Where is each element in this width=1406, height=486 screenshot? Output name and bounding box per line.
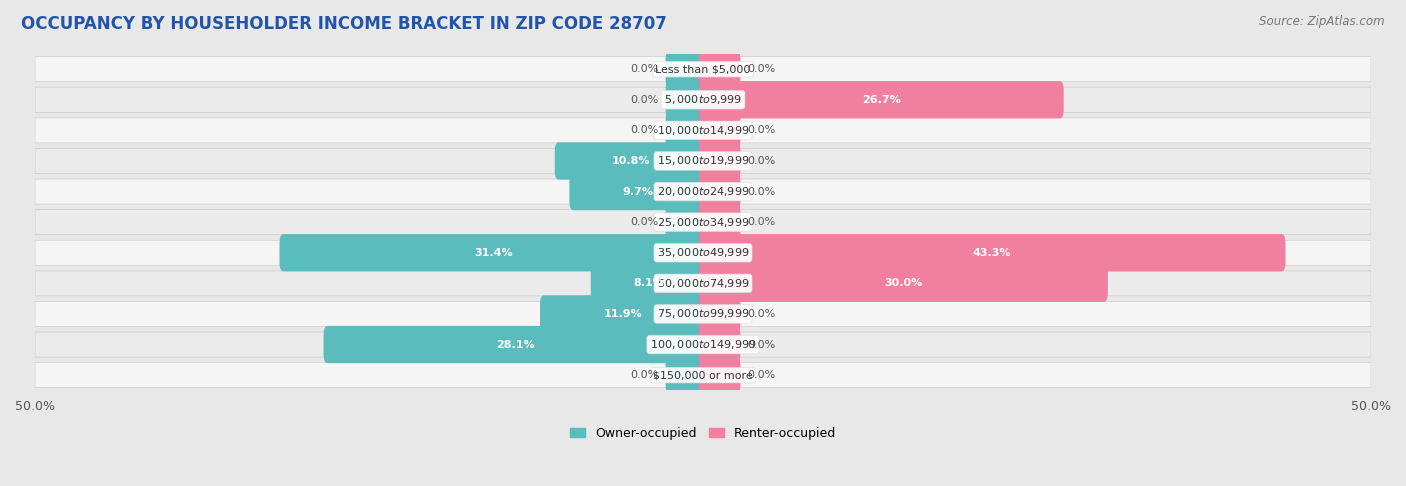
FancyBboxPatch shape bbox=[699, 357, 741, 394]
FancyBboxPatch shape bbox=[699, 142, 741, 180]
Text: 26.7%: 26.7% bbox=[862, 95, 901, 105]
FancyBboxPatch shape bbox=[35, 87, 1371, 112]
Text: $150,000 or more: $150,000 or more bbox=[654, 370, 752, 380]
FancyBboxPatch shape bbox=[35, 148, 1371, 174]
FancyBboxPatch shape bbox=[699, 234, 1285, 271]
Text: 0.0%: 0.0% bbox=[631, 64, 659, 74]
Text: 0.0%: 0.0% bbox=[631, 370, 659, 380]
Text: 11.9%: 11.9% bbox=[605, 309, 643, 319]
FancyBboxPatch shape bbox=[699, 326, 741, 363]
FancyBboxPatch shape bbox=[665, 51, 707, 88]
FancyBboxPatch shape bbox=[699, 173, 741, 210]
Text: 31.4%: 31.4% bbox=[474, 248, 513, 258]
FancyBboxPatch shape bbox=[35, 301, 1371, 327]
FancyBboxPatch shape bbox=[35, 240, 1371, 265]
FancyBboxPatch shape bbox=[35, 332, 1371, 357]
FancyBboxPatch shape bbox=[35, 57, 1371, 82]
Text: Less than $5,000: Less than $5,000 bbox=[655, 64, 751, 74]
FancyBboxPatch shape bbox=[35, 179, 1371, 204]
Text: 0.0%: 0.0% bbox=[747, 309, 775, 319]
Text: $35,000 to $49,999: $35,000 to $49,999 bbox=[657, 246, 749, 259]
Text: $25,000 to $34,999: $25,000 to $34,999 bbox=[657, 216, 749, 229]
Text: 10.8%: 10.8% bbox=[612, 156, 650, 166]
Text: $75,000 to $99,999: $75,000 to $99,999 bbox=[657, 308, 749, 320]
FancyBboxPatch shape bbox=[699, 204, 741, 241]
FancyBboxPatch shape bbox=[280, 234, 707, 271]
Text: 9.7%: 9.7% bbox=[623, 187, 654, 196]
Text: 0.0%: 0.0% bbox=[747, 64, 775, 74]
FancyBboxPatch shape bbox=[699, 265, 1108, 302]
FancyBboxPatch shape bbox=[569, 173, 707, 210]
FancyBboxPatch shape bbox=[540, 295, 707, 332]
FancyBboxPatch shape bbox=[555, 142, 707, 180]
FancyBboxPatch shape bbox=[665, 112, 707, 149]
Text: 0.0%: 0.0% bbox=[747, 187, 775, 196]
FancyBboxPatch shape bbox=[699, 51, 741, 88]
Text: Source: ZipAtlas.com: Source: ZipAtlas.com bbox=[1260, 15, 1385, 28]
Text: 8.1%: 8.1% bbox=[634, 278, 664, 288]
Text: $15,000 to $19,999: $15,000 to $19,999 bbox=[657, 155, 749, 168]
Text: 0.0%: 0.0% bbox=[747, 370, 775, 380]
Text: $10,000 to $14,999: $10,000 to $14,999 bbox=[657, 124, 749, 137]
FancyBboxPatch shape bbox=[35, 363, 1371, 388]
Text: 0.0%: 0.0% bbox=[631, 95, 659, 105]
Text: OCCUPANCY BY HOUSEHOLDER INCOME BRACKET IN ZIP CODE 28707: OCCUPANCY BY HOUSEHOLDER INCOME BRACKET … bbox=[21, 15, 666, 33]
Text: 0.0%: 0.0% bbox=[747, 340, 775, 349]
Text: 30.0%: 30.0% bbox=[884, 278, 922, 288]
Text: 43.3%: 43.3% bbox=[973, 248, 1011, 258]
Text: 0.0%: 0.0% bbox=[631, 125, 659, 136]
Text: 0.0%: 0.0% bbox=[631, 217, 659, 227]
FancyBboxPatch shape bbox=[323, 326, 707, 363]
FancyBboxPatch shape bbox=[699, 295, 741, 332]
Text: $20,000 to $24,999: $20,000 to $24,999 bbox=[657, 185, 749, 198]
Text: 28.1%: 28.1% bbox=[496, 340, 534, 349]
FancyBboxPatch shape bbox=[35, 118, 1371, 143]
Text: $100,000 to $149,999: $100,000 to $149,999 bbox=[650, 338, 756, 351]
Text: $5,000 to $9,999: $5,000 to $9,999 bbox=[664, 93, 742, 106]
FancyBboxPatch shape bbox=[35, 209, 1371, 235]
FancyBboxPatch shape bbox=[665, 81, 707, 119]
FancyBboxPatch shape bbox=[699, 81, 1064, 119]
FancyBboxPatch shape bbox=[35, 271, 1371, 296]
FancyBboxPatch shape bbox=[699, 112, 741, 149]
FancyBboxPatch shape bbox=[665, 357, 707, 394]
Text: $50,000 to $74,999: $50,000 to $74,999 bbox=[657, 277, 749, 290]
Text: 0.0%: 0.0% bbox=[747, 217, 775, 227]
Text: 0.0%: 0.0% bbox=[747, 125, 775, 136]
Legend: Owner-occupied, Renter-occupied: Owner-occupied, Renter-occupied bbox=[565, 422, 841, 445]
Text: 0.0%: 0.0% bbox=[747, 156, 775, 166]
FancyBboxPatch shape bbox=[591, 265, 707, 302]
FancyBboxPatch shape bbox=[665, 204, 707, 241]
